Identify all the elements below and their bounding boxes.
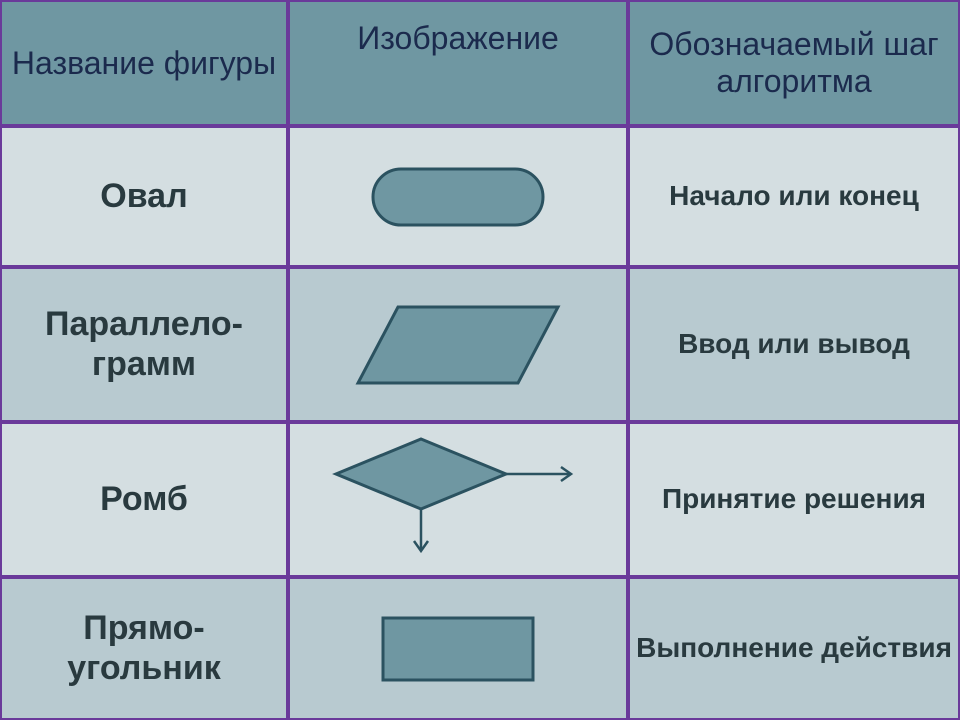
header-col-1: Название фигуры [0, 0, 288, 126]
shape-description-process: Выполнение действия [628, 577, 960, 720]
header-col-3: Обозначаемый шаг алгоритма [628, 0, 960, 126]
shape-image-terminator [288, 126, 628, 267]
terminator-icon [367, 163, 549, 231]
header-col-2: Изображение [288, 0, 628, 126]
shape-description-terminator: Начало или конец [628, 126, 960, 267]
shape-description-decision: Принятие решения [628, 422, 960, 577]
parallelogram-icon [352, 301, 564, 389]
shape-name-process: Прямо- угольник [0, 577, 288, 720]
shape-name-decision: Ромб [0, 422, 288, 577]
shape-image-process [288, 577, 628, 720]
shape-image-decision [288, 422, 628, 577]
shape-name-terminator: Овал [0, 126, 288, 267]
shape-image-parallelogram [288, 267, 628, 422]
shape-name-parallelogram: Параллело- грамм [0, 267, 288, 422]
shape-description-parallelogram: Ввод или вывод [628, 267, 960, 422]
process-icon [377, 612, 539, 686]
decision-icon [330, 433, 587, 567]
